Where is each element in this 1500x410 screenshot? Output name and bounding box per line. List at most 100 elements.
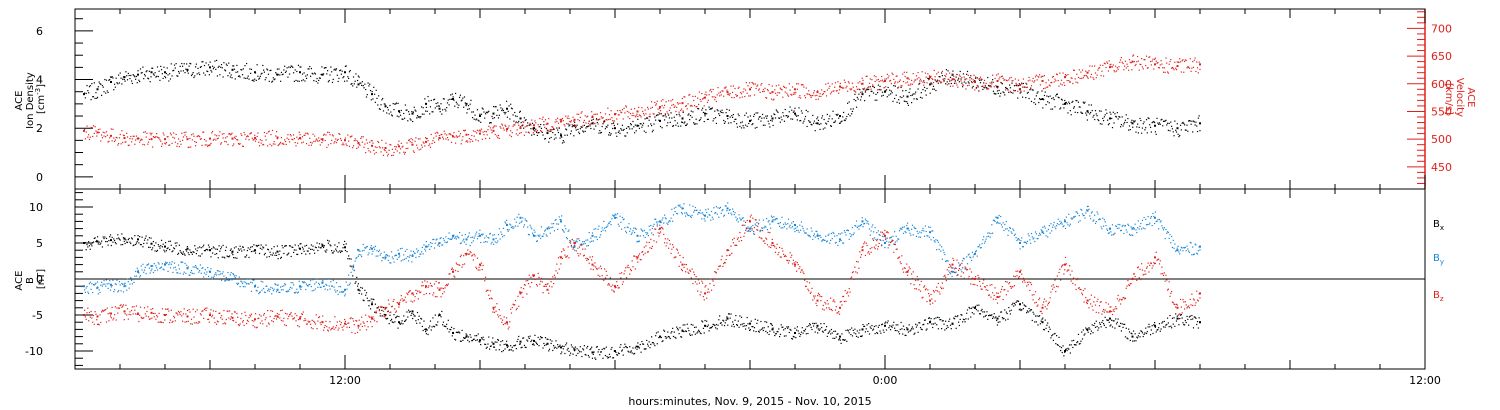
bx-sample (582, 348, 584, 350)
velocity-sample (156, 136, 159, 138)
velocity-sample (380, 151, 382, 153)
by-sample (182, 261, 184, 263)
density-sample (658, 119, 660, 121)
velocity-sample (513, 124, 515, 126)
velocity-sample (420, 144, 423, 146)
by-sample (158, 263, 160, 265)
velocity-sample (953, 75, 955, 77)
bx-sample (787, 327, 789, 329)
by-sample (355, 258, 357, 260)
velocity-sample (779, 87, 781, 89)
velocity-sample (621, 109, 624, 111)
velocity-sample (463, 130, 466, 132)
bx-sample (1083, 334, 1085, 336)
velocity-sample (93, 132, 95, 135)
bx-sample (958, 324, 960, 327)
by-sample (284, 283, 286, 285)
velocity-sample (1177, 61, 1179, 63)
by-sample (292, 284, 295, 286)
density-sample (318, 79, 320, 82)
bx-sample (253, 244, 255, 246)
velocity-sample (699, 98, 701, 101)
density-sample (884, 90, 886, 92)
bx-sample (666, 336, 668, 338)
bx-sample (275, 252, 277, 254)
density-sample (230, 74, 232, 76)
bx-sample (481, 338, 483, 340)
velocity-sample (541, 118, 543, 120)
velocity-sample (767, 90, 769, 92)
density-sample (894, 97, 896, 100)
density-sample (710, 107, 712, 110)
velocity-sample (1066, 79, 1068, 82)
density-point (906, 95, 909, 98)
bx-sample (1150, 329, 1152, 331)
by-sample (250, 290, 253, 292)
density-sample (757, 118, 760, 120)
bx-sample (512, 350, 514, 352)
velocity-sample (530, 124, 532, 126)
velocity-point (560, 120, 562, 123)
velocity-sample (528, 132, 530, 134)
bx-sample (662, 340, 664, 342)
density-sample (373, 86, 375, 88)
by-point (299, 285, 301, 288)
bx-sample (653, 343, 655, 345)
velocity-sample (167, 136, 169, 138)
bx-sample (284, 245, 287, 247)
velocity-sample (1034, 80, 1036, 82)
bx-sample (1040, 320, 1042, 322)
density-sample (691, 116, 693, 118)
bx-sample (557, 344, 559, 346)
bx-sample (605, 346, 607, 348)
bx-sample (623, 346, 625, 349)
bx-sample (728, 313, 730, 315)
density-sample (1051, 108, 1054, 110)
by-sample (138, 272, 140, 274)
velocity-sample (875, 76, 877, 78)
velocity-sample (322, 140, 324, 142)
bx-sample (633, 353, 635, 355)
velocity-sample (894, 81, 897, 83)
bx-sample (1016, 300, 1018, 302)
bx-sample (380, 306, 382, 308)
density-sample (194, 75, 196, 77)
density-sample (180, 70, 182, 72)
density-sample (287, 76, 289, 78)
bx-point (929, 321, 931, 324)
bx-sample (647, 345, 649, 347)
density-sample (396, 115, 398, 117)
density-sample (233, 65, 235, 67)
velocity-sample (922, 81, 924, 83)
bx-sample (1075, 344, 1077, 346)
by-sample (101, 285, 104, 287)
bx-sample (1125, 327, 1127, 329)
bx-sample (150, 237, 152, 239)
bx-sample (670, 332, 672, 334)
density-sample (206, 70, 208, 72)
velocity-sample (596, 113, 598, 115)
velocity-sample (103, 135, 105, 137)
density-sample (826, 113, 828, 116)
by-sample (373, 248, 376, 250)
velocity-sample (145, 136, 147, 138)
density-sample (1014, 90, 1016, 92)
density-sample (1015, 84, 1017, 86)
by-sample (139, 275, 142, 277)
velocity-sample (1065, 75, 1067, 77)
velocity-sample (629, 112, 632, 115)
bx-sample (1147, 326, 1149, 328)
velocity-sample (1130, 62, 1132, 64)
density-sample (356, 79, 359, 82)
velocity-sample (365, 139, 368, 141)
bx-point (1086, 328, 1089, 331)
velocity-sample (628, 111, 630, 113)
bx-sample (858, 332, 860, 334)
by-sample (339, 291, 341, 293)
bx-sample (578, 351, 581, 353)
by-point (839, 238, 841, 241)
bx-sample (987, 318, 989, 321)
density-sample (312, 73, 314, 75)
bx-sample (595, 358, 597, 360)
density-sample (1070, 114, 1072, 116)
